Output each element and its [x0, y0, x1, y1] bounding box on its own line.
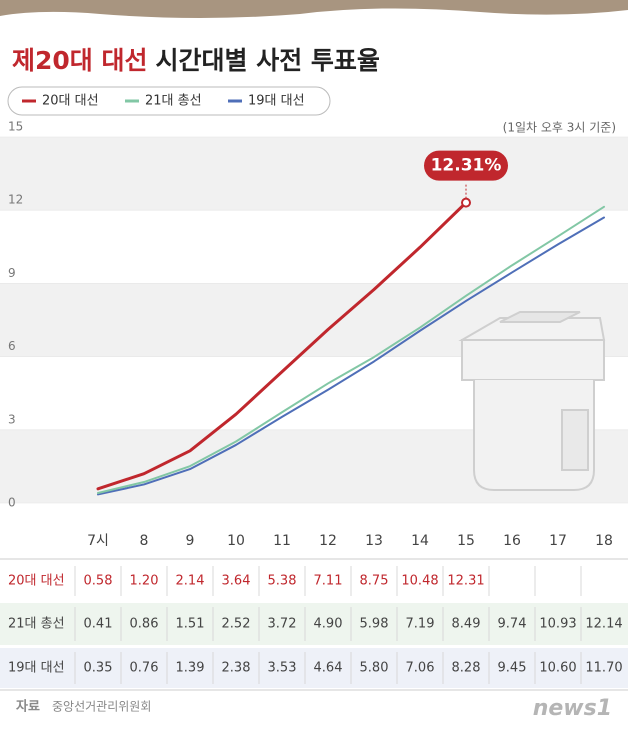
cell: 2.38 [222, 661, 251, 676]
cell: 5.38 [268, 574, 297, 589]
cell: 7.19 [406, 617, 435, 632]
y-tick-label: 3 [8, 412, 16, 426]
x-tick-label: 17 [549, 533, 567, 549]
cell: 8.49 [452, 617, 481, 632]
cell: 3.72 [268, 617, 297, 632]
line [97, 205, 605, 494]
cell: 2.52 [222, 617, 251, 632]
note: (1일차 오후 3시 기준) [503, 121, 616, 135]
cell: 7.06 [406, 661, 435, 676]
table-row [0, 562, 628, 600]
line [97, 216, 605, 496]
x-tick-label: 13 [365, 533, 383, 549]
cell: 1.20 [130, 574, 159, 589]
annotation: 12.31% [431, 156, 502, 176]
cell: 0.76 [130, 661, 159, 676]
table-row [0, 603, 628, 645]
end-point [461, 197, 471, 208]
source-label: 자료 [16, 700, 40, 715]
title-highlight: 제20대 대선 [12, 46, 148, 75]
cell: 10.48 [401, 574, 438, 589]
cell: 12.31 [447, 574, 484, 589]
cell: 5.98 [360, 617, 389, 632]
cell: 10.60 [539, 661, 576, 676]
x-tick-label: 12 [319, 533, 337, 549]
x-tick-label: 16 [503, 533, 521, 549]
chart-title: 제20대 대선 시간대별 사전 투표율 [12, 46, 380, 75]
cell: 9.74 [498, 617, 527, 632]
top-band [0, 0, 628, 18]
line [96, 201, 468, 491]
cell: 11.70 [585, 661, 622, 676]
title-text: 시간대별 사전 투표율 [156, 46, 380, 75]
cell: 1.39 [176, 661, 205, 676]
cell: 8.75 [360, 574, 389, 589]
ballot-box [458, 311, 606, 491]
cell: 0.35 [84, 661, 113, 676]
x-tick-label: 18 [595, 533, 613, 549]
row-label: 20대 대선 [8, 574, 65, 589]
x-tick-label: 8 [140, 533, 149, 549]
cell: 2.14 [176, 574, 205, 589]
x-tick-label: 11 [273, 533, 291, 549]
cell: 4.64 [314, 661, 343, 676]
legend-label: 21대 총선 [145, 94, 202, 109]
x-tick-label: 15 [457, 533, 475, 549]
table-row [0, 648, 628, 688]
cell: 5.80 [360, 661, 389, 676]
cell: 10.93 [539, 617, 576, 632]
y-tick-label: 0 [8, 496, 16, 510]
cell: 8.28 [452, 661, 481, 676]
row-label: 19대 대선 [8, 661, 65, 676]
x-tick-label: 7시 [87, 533, 109, 549]
legend-label: 19대 대선 [248, 94, 305, 109]
source: 중앙선거관리위원회 [52, 700, 151, 714]
cell: 12.14 [585, 617, 622, 632]
y-tick-label: 15 [8, 120, 23, 134]
annotation-box [424, 150, 508, 181]
y-tick-label: 9 [8, 266, 16, 280]
y-tick-label: 6 [8, 339, 16, 353]
y-tick-label: 12 [8, 193, 23, 207]
x-tick-label: 10 [227, 533, 245, 549]
cell: 3.53 [268, 661, 297, 676]
cell: 0.41 [84, 617, 113, 632]
cell: 0.58 [84, 574, 113, 589]
legend-box [7, 86, 331, 116]
band [0, 137, 628, 211]
legend-label: 20대 대선 [42, 94, 99, 109]
cell: 3.64 [222, 574, 251, 589]
cell: 4.90 [314, 617, 343, 632]
x-tick-label: 14 [411, 533, 429, 549]
row-label: 21대 총선 [8, 617, 65, 632]
cell: 1.51 [176, 617, 205, 632]
logo: news1 [533, 696, 612, 721]
cell: 9.45 [498, 661, 527, 676]
x-tick-label: 9 [186, 533, 195, 549]
cell: 0.86 [130, 617, 159, 632]
cell: 7.11 [314, 574, 343, 589]
